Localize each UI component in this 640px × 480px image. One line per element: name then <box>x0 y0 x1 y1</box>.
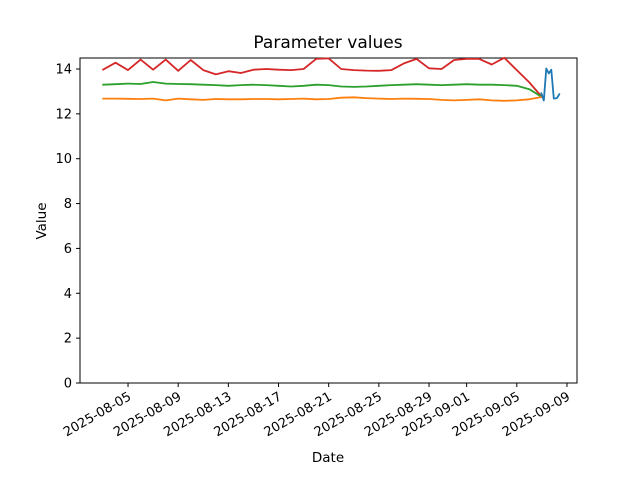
y-tick-label: 14 <box>55 62 72 77</box>
y-tick-label: 8 <box>64 197 72 212</box>
y-tick-label: 4 <box>64 287 72 302</box>
series-line-blue <box>540 67 561 102</box>
y-tick-label: 10 <box>55 152 72 167</box>
series-line-green <box>102 81 543 98</box>
x-axis-label: Date <box>312 450 344 466</box>
chart-title: Parameter values <box>253 33 402 53</box>
plot-border <box>79 57 578 384</box>
y-axis-label: Value <box>34 202 50 239</box>
y-tick-label: 2 <box>64 332 72 347</box>
axes: 024681012142025-08-052025-08-092025-08-1… <box>55 56 578 440</box>
y-tick-label: 0 <box>64 377 72 392</box>
series-line-red <box>102 56 543 98</box>
y-tick-label: 12 <box>55 107 72 122</box>
series-line-orange <box>102 96 543 102</box>
y-tick-label: 6 <box>64 242 72 257</box>
